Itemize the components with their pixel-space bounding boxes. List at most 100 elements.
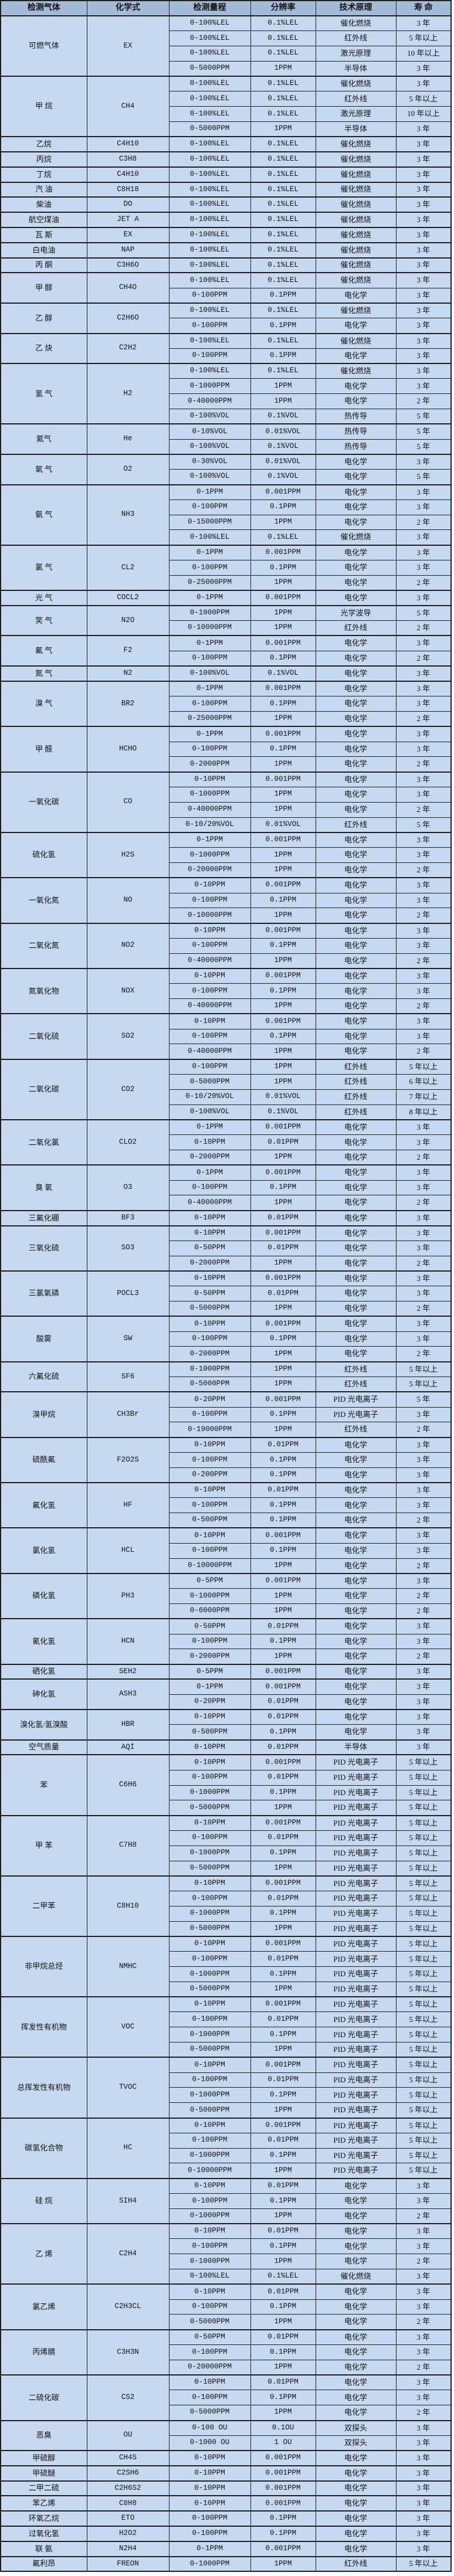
principle-cell: 电化学 — [315, 1663, 397, 1680]
gas-formula-cell: ASH3 — [86, 1678, 170, 1710]
range-cell: 0-1000PPM — [168, 2254, 251, 2270]
principle-cell: 红外线 — [315, 1074, 397, 1090]
resolution-cell: 0.001PPM — [250, 2540, 316, 2557]
gas-formula-cell: C2H4 — [86, 2223, 170, 2285]
gas-name-cell: 乙烷 — [0, 136, 87, 152]
principle-cell: 热传导 — [315, 423, 397, 440]
table-row: 笑 气 N2O 0-1000PPM 1PPM 光学波导 5 年 — [0, 604, 452, 636]
range-cell: 0-10PPM — [168, 1875, 251, 1892]
gas-name-cell: 甲 醛 — [0, 726, 87, 773]
range-cell: 0-100PPM — [168, 1452, 251, 1468]
range-cell: 0-500PPM — [168, 1724, 251, 1741]
lifespan-cell: 2 年 — [395, 1588, 452, 1604]
principle-cell: 电化学 — [315, 1195, 397, 1211]
resolution-cell: 1PPM — [250, 514, 316, 531]
gas-formula-cell: OU — [86, 2419, 170, 2451]
gas-name-cell: 丙 酮 — [0, 257, 87, 273]
resolution-cell: 1 OU — [250, 2435, 316, 2451]
lifespan-cell: 3 年 — [395, 1497, 452, 1514]
lifespan-cell: 3 年 — [395, 741, 452, 757]
range-cell: 0-100PPM — [168, 1891, 251, 1906]
gas-formula-cell: VOC — [86, 1996, 170, 2058]
lifespan-cell: 3 年 — [395, 318, 452, 334]
range-cell: 0-100%VOL — [168, 469, 251, 485]
resolution-cell: 0.1%LEL — [250, 242, 316, 259]
resolution-cell: 0.1%LEL — [250, 257, 316, 273]
range-cell: 0-10PPM — [168, 1134, 251, 1151]
gas-name-cell: 甲 烷 — [0, 75, 87, 137]
table-row: 氟化氢 HF 0-10PPM 0.01PPM 电化学 3 年 — [0, 1482, 452, 1528]
table-row: 0-1000PPM 1PPM 电化学 3 年 — [1, 378, 452, 395]
principle-cell: 电化学 — [315, 756, 397, 773]
gas-name-cell: 甲硫醚 — [0, 2465, 87, 2482]
gas-formula-cell: N2O — [86, 604, 170, 636]
principle-cell: PID 光电离子 — [315, 1754, 397, 1770]
resolution-cell: 0.01PPM — [250, 1694, 316, 1710]
lifespan-cell: 3 年 — [395, 75, 452, 92]
resolution-cell: 0.01PPM — [250, 1286, 316, 1302]
principle-cell: PID 光电离子 — [315, 1845, 397, 1861]
resolution-cell: 0.001PPM — [250, 2465, 316, 2482]
range-cell: 0-100%LEL — [168, 91, 251, 107]
principle-cell: 催化燃烧 — [315, 181, 397, 198]
lifespan-cell: 5 年以上 — [395, 1905, 452, 1922]
table-row: 二甲苯 C8H10 0-10PPM 0.001PPM PID 光电离子 5 年以上 — [0, 1875, 452, 1937]
resolution-cell: 0.001PPM — [250, 2495, 316, 2512]
table-row: 乙 醇 C2H6O 0-100%LEL 0.1%LEL 催化燃烧 3 年 — [0, 302, 452, 334]
lifespan-cell: 3 年 — [395, 2329, 452, 2346]
resolution-cell: 0.01PPM — [250, 1436, 316, 1453]
table-row: 丙烷 C3H8 0-100%LEL 0.1%LEL 催化燃烧 3 年 — [0, 151, 452, 168]
range-cell: 0-100%LEL — [168, 302, 251, 319]
principle-cell: PID 光电离子 — [315, 1966, 397, 1982]
gas-formula-cell: EX — [86, 15, 170, 77]
principle-cell: 红外线 — [315, 1104, 397, 1120]
gas-name-cell: 磷化氢 — [0, 1572, 87, 1619]
range-cell: 0-20PPM — [168, 1391, 251, 1408]
lifespan-cell: 3 年 — [395, 1134, 452, 1151]
resolution-cell: 0.1%LEL — [250, 529, 316, 546]
table-row: 0-5000PPM 1PPM 电化学 2 年 — [1, 2314, 452, 2330]
gas-name-cell: 硫酰氟 — [0, 1436, 87, 1483]
table-row: 磷化氢 PH3 0-5PPM 0.001PPM 电化学 3 年 — [0, 1572, 452, 1619]
gas-name-cell: 二氧化硫 — [0, 1013, 87, 1060]
resolution-cell: 1PPM — [250, 2208, 316, 2224]
gas-name-cell: 笑 气 — [0, 604, 87, 636]
range-cell: 0-100PPM — [168, 937, 251, 954]
lifespan-cell: 3 年 — [395, 1436, 452, 1453]
lifespan-cell: 2 年 — [395, 393, 452, 410]
table-row: 氮氧化物 NOX 0-10PPM 0.001PPM 电化学 3 年 — [0, 967, 452, 1014]
range-cell: 0-1000PPM — [168, 1361, 251, 1378]
gas-name-cell: 臭 氧 — [0, 1164, 87, 1211]
lifespan-cell: 2 年 — [395, 1255, 452, 1272]
lifespan-cell: 3 年 — [395, 2390, 452, 2406]
resolution-cell: 0.1PPM — [250, 2147, 316, 2164]
lifespan-cell: 3 年 — [395, 2374, 452, 2391]
lifespan-cell: 3 年 — [395, 1633, 452, 1650]
range-cell: 0-50PPM — [168, 1286, 251, 1302]
principle-cell: 电化学 — [315, 908, 397, 924]
range-cell: 0-5000PPM — [168, 2102, 251, 2119]
resolution-cell: 1PPM — [250, 1860, 316, 1877]
table-row: 可燃气体 EX 0-100%LEL 0.1%LEL 催化燃烧 3 年 — [0, 15, 452, 77]
range-cell: 0-1000PPM — [168, 786, 251, 803]
lifespan-cell: 3 年 — [395, 1180, 452, 1196]
range-cell: 0-1000PPM — [168, 2208, 251, 2224]
range-cell: 0-10PPM — [168, 2495, 251, 2512]
range-cell: 0-1000PPM — [168, 847, 251, 863]
gas-name-cell: 氯乙烯 — [0, 2283, 87, 2330]
gas-formula-cell: ETO — [86, 2510, 170, 2527]
table-row: 0-100PPM 0.01PPM PID 光电离子 5 年以上 — [1, 1769, 452, 1786]
range-cell: 0-19000PPM — [168, 1422, 251, 1438]
gas-formula-cell: BR2 — [86, 680, 170, 727]
range-cell: 0-1PPM — [168, 680, 251, 697]
lifespan-cell: 3 年 — [395, 2344, 452, 2360]
gas-name-cell: 可燃气体 — [0, 15, 87, 77]
table-row: 苯乙烯 C8H8 0-10PPM 0.001PPM 电化学 3 年 — [0, 2495, 452, 2512]
range-cell: 0-10PPM — [168, 2117, 251, 2133]
table-row: 0-5000PPM 1PPM PID 光电离子 5 年以上 — [1, 1981, 452, 1997]
lifespan-cell: 3 年 — [395, 2526, 452, 2542]
range-cell: 0-100%VOL — [168, 439, 251, 455]
range-cell: 0-100PPM — [168, 1497, 251, 1514]
lifespan-cell: 2 年 — [395, 1150, 452, 1165]
principle-cell: 电化学 — [315, 771, 397, 787]
